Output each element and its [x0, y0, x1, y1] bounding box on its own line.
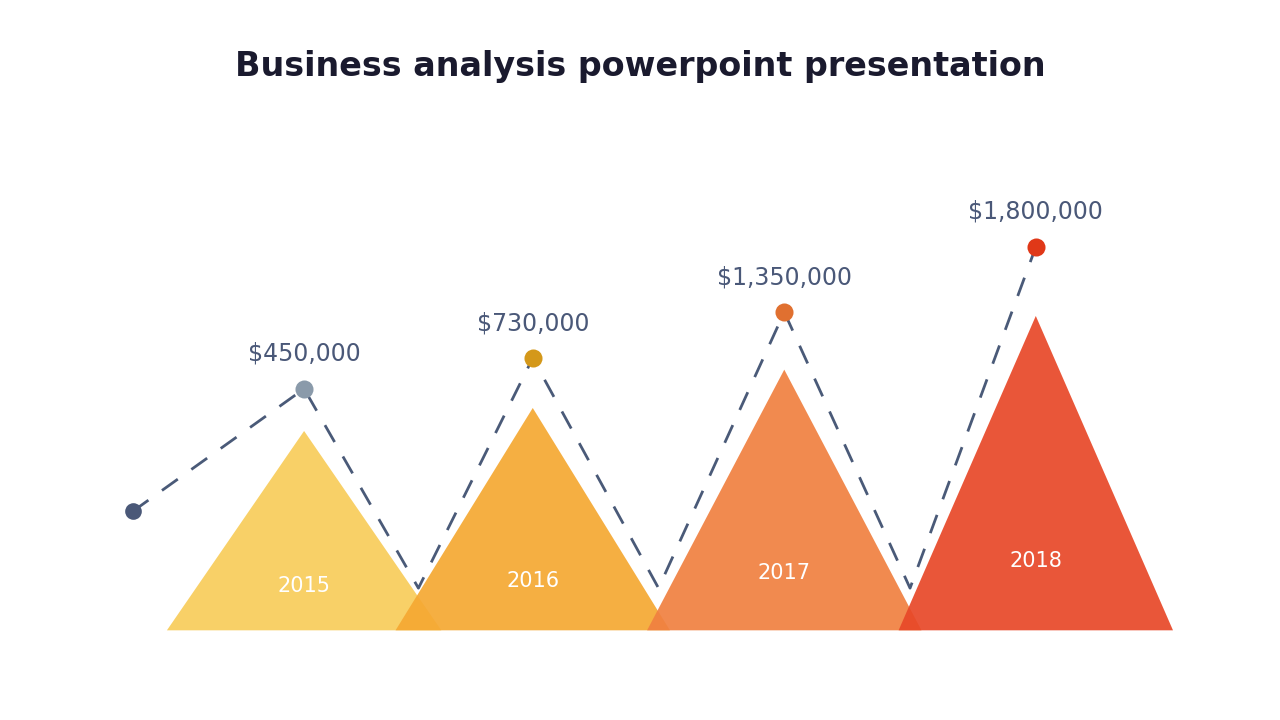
Text: $1,800,000: $1,800,000: [969, 200, 1103, 224]
Text: 2015: 2015: [278, 577, 330, 596]
Polygon shape: [899, 316, 1172, 630]
Text: $1,350,000: $1,350,000: [717, 265, 851, 289]
Text: $730,000: $730,000: [476, 311, 589, 335]
Polygon shape: [166, 431, 442, 630]
Polygon shape: [396, 408, 669, 630]
Text: 2018: 2018: [1010, 552, 1062, 571]
Polygon shape: [648, 369, 922, 630]
Text: 2017: 2017: [758, 563, 810, 583]
Text: Business analysis powerpoint presentation: Business analysis powerpoint presentatio…: [234, 50, 1046, 84]
Text: 2016: 2016: [506, 572, 559, 591]
Text: $450,000: $450,000: [248, 342, 361, 366]
